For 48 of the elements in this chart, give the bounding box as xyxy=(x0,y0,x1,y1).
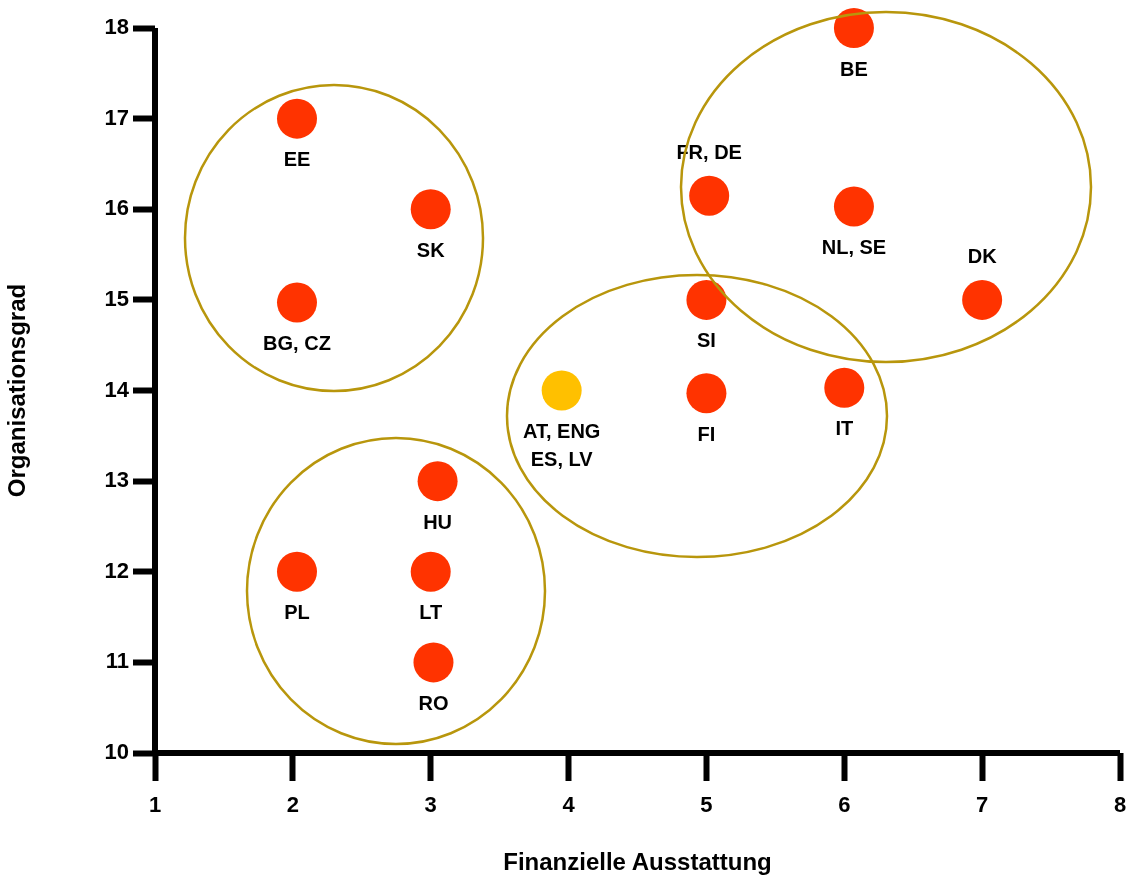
x-tick-label: 4 xyxy=(562,792,576,818)
point xyxy=(276,282,317,323)
point xyxy=(410,189,451,230)
y-tick-label: 11 xyxy=(105,648,129,674)
y-tick-label: 12 xyxy=(104,557,129,583)
annotation: FI xyxy=(697,422,716,445)
annotation: SK xyxy=(416,238,446,261)
point xyxy=(833,186,874,227)
y-tick-label: 16 xyxy=(104,195,129,221)
point xyxy=(824,367,865,408)
point xyxy=(276,551,317,592)
y-axis-title: Organisationsgrad xyxy=(3,283,31,498)
x-axis-title: Finanzielle Ausstattung xyxy=(503,848,772,876)
x-tick-label: 1 xyxy=(148,792,162,818)
y-tick-label: 17 xyxy=(104,104,129,130)
annotation: HU xyxy=(423,510,453,533)
x-tick-label: 5 xyxy=(700,792,713,818)
annotation: SI xyxy=(696,329,716,352)
annotation: EE xyxy=(283,148,311,171)
y-tick-label: 14 xyxy=(104,376,130,402)
annotation: PL xyxy=(284,601,310,624)
y-tick-label: 18 xyxy=(104,14,129,40)
point xyxy=(689,175,730,216)
point xyxy=(541,370,582,411)
y-tick-label: 13 xyxy=(104,467,129,493)
point xyxy=(686,373,727,414)
annotation: NL, SE xyxy=(821,236,887,259)
point xyxy=(410,551,451,592)
x-tick-label: 8 xyxy=(1113,792,1127,818)
annotation: BE xyxy=(840,57,868,80)
x-tick-label: 3 xyxy=(424,792,437,818)
point xyxy=(417,461,458,502)
point xyxy=(962,279,1003,320)
point xyxy=(276,98,317,139)
point xyxy=(686,279,727,320)
x-tick-label: 7 xyxy=(976,792,989,818)
annotation: BG, CZ xyxy=(263,332,331,355)
annotation: IT xyxy=(835,417,854,440)
y-tick-label: 15 xyxy=(104,285,129,311)
point xyxy=(413,642,454,683)
annotation: AT, ENG ES, LV xyxy=(522,420,601,471)
point xyxy=(833,8,874,48)
y-tick-label: 10 xyxy=(104,739,129,765)
annotation: LT xyxy=(419,601,443,624)
annotation: DK xyxy=(967,245,998,268)
x-tick-label: 6 xyxy=(838,792,851,818)
annotation: RO xyxy=(418,691,449,714)
x-tick-label: 2 xyxy=(286,792,299,818)
